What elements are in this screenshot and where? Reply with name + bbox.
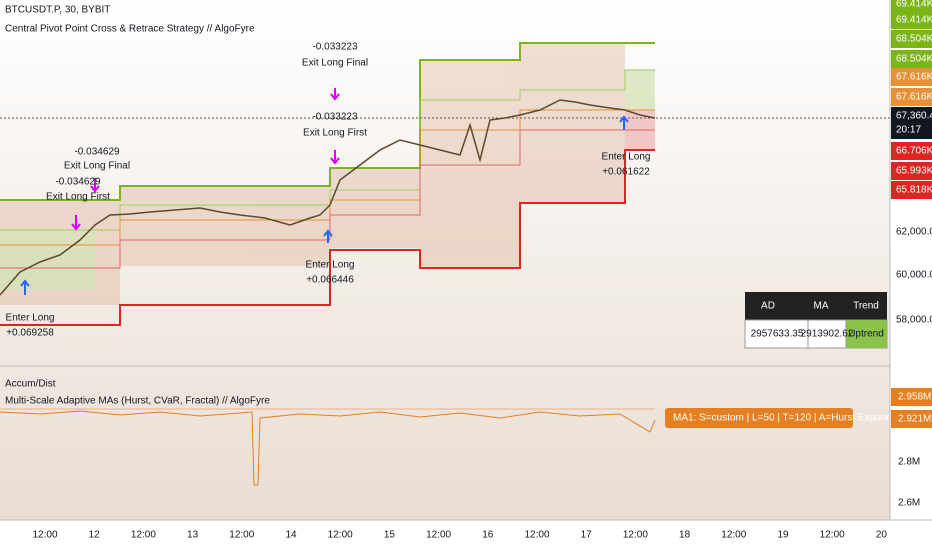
price-tag	[891, 50, 932, 68]
indicator-label: 2.6M	[898, 498, 920, 509]
annotation-label: Enter Long	[306, 260, 355, 271]
indicator-study: Multi-Scale Adaptive MAs (Hurst, CVaR, F…	[5, 396, 270, 407]
annotation-value: -0.034629	[74, 147, 119, 158]
annotation-value: -0.033223	[312, 42, 357, 53]
indicator-name: Accum/Dist	[5, 379, 56, 390]
price-tag	[891, 121, 932, 139]
time-label: 16	[482, 530, 494, 541]
time-label: 17	[581, 530, 593, 541]
price-label: 20:17	[896, 125, 921, 136]
annotations: -0.033223 Exit Long Final -0.033223 Exit…	[6, 42, 651, 339]
time-label: 12:00	[524, 530, 549, 541]
price-label: 69.414K	[896, 0, 932, 10]
annotation-value: +0.069258	[6, 328, 54, 339]
time-label: 12:00	[328, 530, 353, 541]
time-label: 12	[89, 530, 101, 541]
price-label: 68.504K	[896, 34, 932, 45]
plot-bg	[0, 0, 890, 520]
time-label: 15	[384, 530, 396, 541]
indicator-tag	[891, 388, 932, 406]
annotation-value: +0.061622	[602, 167, 650, 178]
time-label: 12:00	[426, 530, 451, 541]
price-tag	[891, 142, 932, 160]
price-label: 67,360.4	[896, 111, 932, 122]
table-cell: 2957633.35	[751, 329, 804, 340]
price-axis: 69.414K 69.414K 68.504K 68.504K 67.616K 67.61…	[891, 0, 932, 326]
price-label: 67.616K	[896, 72, 932, 83]
table-header: AD	[761, 301, 775, 312]
annotation-value: -0.034629	[55, 177, 100, 188]
price-label: 58,000.0	[896, 315, 932, 326]
table-cell: Uptrend	[848, 329, 884, 340]
table-header: MA	[814, 301, 829, 312]
annotation-label: Exit Long First	[46, 192, 110, 203]
price-tag	[891, 181, 932, 199]
time-label: 20	[876, 530, 888, 541]
price-label: 62,000.0	[896, 227, 932, 238]
time-label: 14	[285, 530, 297, 541]
annotation-label: Exit Long First	[303, 128, 367, 139]
strategy-name: Central Pivot Point Cross & Retrace Stra…	[5, 24, 255, 35]
symbol: BTCUSDT.P, 30, BYBIT	[5, 5, 110, 16]
annotation-label: Enter Long	[602, 152, 651, 163]
ad-line	[0, 410, 656, 486]
annotation-value: -0.033223	[312, 112, 357, 123]
tooltip: MA1: S=custom | L=50 | T=120 | A=Hurst E…	[673, 413, 917, 424]
table-cell: 2913902.62	[801, 329, 854, 340]
price-label: 65.818K	[896, 185, 932, 196]
stats-table: AD MA Trend 2957633.35 2913902.62 Uptren…	[744, 292, 888, 349]
time-label: 12:00	[32, 530, 57, 541]
indicator-label: 2.958M	[898, 392, 931, 403]
price-label: 67.616K	[896, 92, 932, 103]
time-label: 12:00	[623, 530, 648, 541]
price-series	[0, 99, 656, 296]
annotation-label: Exit Long Final	[302, 58, 368, 69]
price-label: 69.414K	[896, 15, 932, 26]
price-tag	[891, 88, 932, 106]
time-label: 13	[187, 530, 199, 541]
price-tag	[891, 162, 932, 180]
pivot-zones	[0, 43, 655, 305]
time-label: 12:00	[721, 530, 746, 541]
indicator-label: 2.8M	[898, 457, 920, 468]
tooltip-box	[665, 408, 853, 428]
trade-arrows	[20, 88, 629, 295]
annotation-value: +0.066446	[306, 275, 354, 286]
price-tag	[891, 11, 932, 29]
annotation-label: Exit Long Final	[64, 161, 130, 172]
price-tag	[891, 68, 932, 86]
annotation-label: Enter Long	[6, 313, 55, 324]
time-label: 12:00	[820, 530, 845, 541]
price-tag	[891, 107, 932, 125]
time-label: 12:00	[229, 530, 254, 541]
indicator-tag	[891, 410, 932, 428]
time-label: 19	[777, 530, 789, 541]
price-label: 65.993K	[896, 166, 932, 177]
time-axis: 12:00 12 12:00 13 12:00 14 12:00 15 12:00 16 12:00…	[32, 530, 887, 541]
price-tag	[891, 30, 932, 48]
price-label: 68.504K	[896, 54, 932, 65]
price-label: 60,000.0	[896, 270, 932, 281]
price-label: 66.706K	[896, 146, 932, 157]
time-label: 12:00	[131, 530, 156, 541]
price-tag	[891, 0, 932, 13]
table-header: Trend	[853, 301, 879, 312]
indicator-label: 2.921M	[898, 414, 931, 425]
indicator-axis: 2.958M 2.921M 2.8M 2.6M	[891, 388, 932, 509]
time-label: 18	[679, 530, 691, 541]
